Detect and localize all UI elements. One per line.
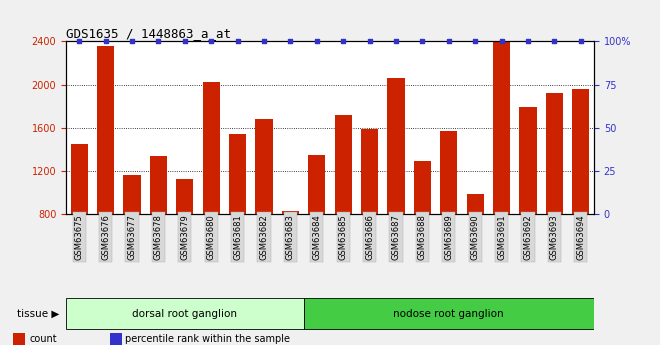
Point (312, 39, 322, 44)
Point (153, 39, 164, 44)
Point (417, 39, 428, 44)
Text: GSM63675: GSM63675 (75, 214, 84, 260)
Bar (361, 129, 378, 214)
Text: GSM63677: GSM63677 (127, 214, 137, 260)
Bar (282, 211, 299, 214)
Bar (546, 93, 563, 214)
Point (100, 39, 111, 44)
Text: GSM63694: GSM63694 (576, 214, 585, 259)
Bar (203, 82, 220, 214)
Bar (123, 175, 141, 214)
Text: GSM63680: GSM63680 (207, 214, 216, 260)
Bar (13, 333, 24, 345)
Bar (176, 179, 193, 214)
Bar (572, 89, 589, 214)
Text: GSM63684: GSM63684 (312, 214, 321, 260)
Text: GSM63687: GSM63687 (391, 214, 401, 260)
Point (444, 39, 454, 44)
Bar (71, 144, 88, 214)
Bar (414, 161, 431, 214)
Bar (387, 78, 405, 214)
Text: GSM63689: GSM63689 (444, 214, 453, 260)
Point (391, 39, 401, 44)
Bar (493, 42, 510, 214)
Text: GSM63685: GSM63685 (339, 214, 348, 260)
Bar (150, 156, 167, 214)
Text: GSM63676: GSM63676 (101, 214, 110, 260)
Point (338, 39, 348, 44)
Point (496, 39, 507, 44)
Point (180, 39, 190, 44)
Bar (110, 333, 121, 345)
Point (232, 39, 243, 44)
Bar (255, 119, 273, 214)
Text: tissue ▶: tissue ▶ (17, 309, 59, 319)
Point (523, 39, 533, 44)
Point (259, 39, 269, 44)
Text: GSM63678: GSM63678 (154, 214, 163, 260)
Text: GSM63690: GSM63690 (471, 214, 480, 259)
Text: GSM63688: GSM63688 (418, 214, 427, 260)
Text: GSM63683: GSM63683 (286, 214, 295, 260)
Bar (440, 131, 457, 214)
Text: GDS1635 / 1448863_a_at: GDS1635 / 1448863_a_at (66, 27, 231, 40)
Point (74, 39, 84, 44)
Point (470, 39, 480, 44)
Bar (519, 107, 537, 214)
Text: GSM63686: GSM63686 (365, 214, 374, 260)
Point (549, 39, 560, 44)
Text: GSM63691: GSM63691 (497, 214, 506, 259)
Text: GSM63682: GSM63682 (259, 214, 269, 260)
Bar (335, 115, 352, 214)
Point (206, 39, 216, 44)
Text: percentile rank within the sample: percentile rank within the sample (125, 334, 290, 344)
Text: GSM63679: GSM63679 (180, 214, 189, 260)
Bar (229, 134, 246, 214)
Text: count: count (29, 334, 57, 344)
Bar (97, 46, 114, 214)
Text: nodose root ganglion: nodose root ganglion (393, 309, 504, 319)
FancyBboxPatch shape (66, 298, 304, 329)
Bar (467, 195, 484, 214)
Point (285, 39, 296, 44)
Bar (308, 155, 325, 214)
Point (364, 39, 375, 44)
FancyBboxPatch shape (304, 298, 594, 329)
Point (576, 39, 586, 44)
Point (127, 39, 137, 44)
Text: GSM63692: GSM63692 (523, 214, 533, 259)
Text: GSM63693: GSM63693 (550, 214, 559, 260)
Text: GSM63681: GSM63681 (233, 214, 242, 260)
Text: dorsal root ganglion: dorsal root ganglion (132, 309, 238, 319)
